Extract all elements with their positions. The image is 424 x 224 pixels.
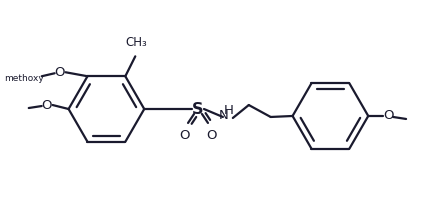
Text: methoxy: methoxy xyxy=(4,74,44,83)
Text: O: O xyxy=(206,129,217,142)
Text: H: H xyxy=(224,104,234,117)
Text: O: O xyxy=(383,110,393,123)
Text: O: O xyxy=(179,129,189,142)
Text: O: O xyxy=(42,99,52,112)
Text: CH₃: CH₃ xyxy=(126,36,147,49)
Text: N: N xyxy=(219,110,229,123)
Text: S: S xyxy=(192,101,204,116)
Text: O: O xyxy=(54,66,65,79)
